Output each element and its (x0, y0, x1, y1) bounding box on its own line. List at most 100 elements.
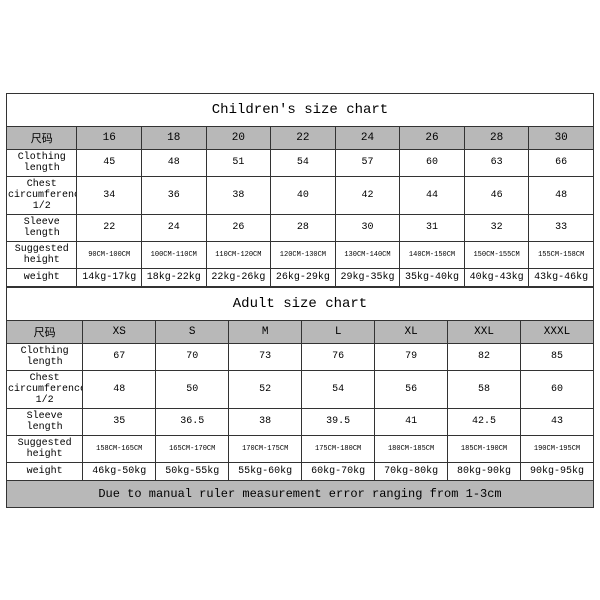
adult-size: M (229, 320, 302, 343)
cell: 41 (375, 408, 448, 435)
cell: 158CM-165CM (83, 435, 156, 462)
children-title: Children's size chart (7, 93, 594, 126)
cell: 28 (271, 214, 336, 241)
row-label: Clothing length (7, 149, 77, 176)
cell: 35kg-40kg (400, 268, 465, 286)
adult-size: XL (375, 320, 448, 343)
footer-note: Due to manual ruler measurement error ra… (7, 480, 594, 507)
row-label: Chest circumference 1/2 (7, 370, 83, 408)
cell: 38 (229, 408, 302, 435)
cell: 48 (142, 149, 207, 176)
table-row: Clothing length 45 48 51 54 57 60 63 66 (7, 149, 594, 176)
cell: 32 (464, 214, 529, 241)
cell: 70 (156, 343, 229, 370)
table-row: Sleeve length 35 36.5 38 39.5 41 42.5 43 (7, 408, 594, 435)
adult-size: XXL (448, 320, 521, 343)
cell: 55kg-60kg (229, 462, 302, 480)
cell: 38 (206, 176, 271, 214)
cell: 155CM-158CM (529, 241, 594, 268)
cell: 170CM-175CM (229, 435, 302, 462)
children-size: 16 (77, 126, 142, 149)
size-charts: Children's size chart 尺码 16 18 20 22 24 … (0, 89, 600, 512)
table-row: Chest circumference 1/2 34 36 38 40 42 4… (7, 176, 594, 214)
children-header-label: 尺码 (7, 126, 77, 149)
cell: 110CM-120CM (206, 241, 271, 268)
cell: 79 (375, 343, 448, 370)
cell: 36 (142, 176, 207, 214)
cell: 54 (271, 149, 336, 176)
cell: 22kg-26kg (206, 268, 271, 286)
children-size: 26 (400, 126, 465, 149)
cell: 185CM-190CM (448, 435, 521, 462)
row-label: Suggested height (7, 435, 83, 462)
cell: 70kg-80kg (375, 462, 448, 480)
cell: 180CM-185CM (375, 435, 448, 462)
cell: 51 (206, 149, 271, 176)
cell: 140CM-150CM (400, 241, 465, 268)
cell: 50 (156, 370, 229, 408)
cell: 82 (448, 343, 521, 370)
row-label: Sleeve length (7, 214, 77, 241)
cell: 46kg-50kg (83, 462, 156, 480)
table-row: Clothing length 67 70 73 76 79 82 85 (7, 343, 594, 370)
cell: 50kg-55kg (156, 462, 229, 480)
cell: 22 (77, 214, 142, 241)
cell: 48 (529, 176, 594, 214)
adult-header-label: 尺码 (7, 320, 83, 343)
cell: 58 (448, 370, 521, 408)
children-size: 22 (271, 126, 336, 149)
children-table: Children's size chart 尺码 16 18 20 22 24 … (6, 93, 594, 287)
cell: 42 (335, 176, 400, 214)
children-size: 20 (206, 126, 271, 149)
cell: 175CM-180CM (302, 435, 375, 462)
cell: 36.5 (156, 408, 229, 435)
adult-header-row: 尺码 XS S M L XL XXL XXXL (7, 320, 594, 343)
cell: 165CM-170CM (156, 435, 229, 462)
cell: 60 (400, 149, 465, 176)
cell: 85 (521, 343, 594, 370)
table-row: weight 46kg-50kg 50kg-55kg 55kg-60kg 60k… (7, 462, 594, 480)
row-label: weight (7, 462, 83, 480)
cell: 24 (142, 214, 207, 241)
cell: 130CM-140CM (335, 241, 400, 268)
cell: 45 (77, 149, 142, 176)
cell: 42.5 (448, 408, 521, 435)
cell: 35 (83, 408, 156, 435)
cell: 26kg-29kg (271, 268, 336, 286)
cell: 90CM-100CM (77, 241, 142, 268)
adult-size: XS (83, 320, 156, 343)
table-row: Chest circumference 1/2 48 50 52 54 56 5… (7, 370, 594, 408)
cell: 150CM-155CM (464, 241, 529, 268)
row-label: weight (7, 268, 77, 286)
cell: 120CM-130CM (271, 241, 336, 268)
cell: 80kg-90kg (448, 462, 521, 480)
table-row: Sleeve length 22 24 26 28 30 31 32 33 (7, 214, 594, 241)
cell: 52 (229, 370, 302, 408)
cell: 43kg-46kg (529, 268, 594, 286)
cell: 63 (464, 149, 529, 176)
cell: 43 (521, 408, 594, 435)
children-size: 28 (464, 126, 529, 149)
row-label: Suggested height (7, 241, 77, 268)
adult-size: XXXL (521, 320, 594, 343)
adult-title: Adult size chart (7, 287, 594, 320)
cell: 31 (400, 214, 465, 241)
cell: 57 (335, 149, 400, 176)
children-size: 24 (335, 126, 400, 149)
cell: 48 (83, 370, 156, 408)
cell: 90kg-95kg (521, 462, 594, 480)
adult-size: S (156, 320, 229, 343)
cell: 54 (302, 370, 375, 408)
cell: 46 (464, 176, 529, 214)
cell: 76 (302, 343, 375, 370)
cell: 66 (529, 149, 594, 176)
children-size: 18 (142, 126, 207, 149)
row-label: Chest circumference 1/2 (7, 176, 77, 214)
table-row: Suggested height 158CM-165CM 165CM-170CM… (7, 435, 594, 462)
row-label: Clothing length (7, 343, 83, 370)
children-size: 30 (529, 126, 594, 149)
cell: 34 (77, 176, 142, 214)
cell: 29kg-35kg (335, 268, 400, 286)
cell: 60kg-70kg (302, 462, 375, 480)
cell: 60 (521, 370, 594, 408)
